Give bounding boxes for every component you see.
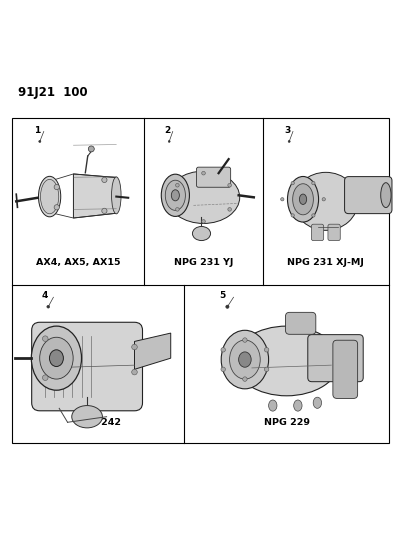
Circle shape — [221, 367, 225, 372]
Ellipse shape — [40, 337, 73, 379]
Polygon shape — [134, 333, 171, 369]
Circle shape — [291, 181, 294, 185]
Text: AX4, AX5, AX15: AX4, AX5, AX15 — [36, 259, 120, 268]
Text: NPG 229: NPG 229 — [264, 418, 310, 427]
Ellipse shape — [229, 340, 260, 379]
Circle shape — [39, 140, 41, 142]
Circle shape — [54, 205, 59, 210]
Ellipse shape — [165, 180, 185, 211]
Ellipse shape — [288, 176, 318, 222]
Ellipse shape — [313, 397, 322, 408]
Circle shape — [264, 348, 269, 352]
Text: 4: 4 — [41, 292, 48, 301]
Ellipse shape — [111, 177, 121, 214]
Text: 3: 3 — [284, 126, 290, 135]
Circle shape — [132, 344, 137, 350]
FancyBboxPatch shape — [312, 224, 324, 240]
Circle shape — [88, 146, 94, 152]
Text: 5: 5 — [219, 292, 225, 301]
Circle shape — [43, 336, 48, 342]
Ellipse shape — [41, 180, 59, 214]
FancyBboxPatch shape — [328, 224, 340, 240]
Circle shape — [168, 141, 170, 142]
Ellipse shape — [300, 194, 307, 205]
FancyBboxPatch shape — [333, 340, 358, 399]
Circle shape — [102, 208, 107, 214]
Ellipse shape — [221, 330, 269, 389]
Polygon shape — [73, 174, 116, 218]
Circle shape — [221, 348, 225, 352]
Circle shape — [226, 305, 229, 309]
Circle shape — [281, 198, 284, 201]
Ellipse shape — [49, 350, 63, 367]
Circle shape — [288, 140, 290, 142]
Ellipse shape — [38, 176, 61, 217]
Circle shape — [322, 198, 325, 201]
Text: 2: 2 — [164, 126, 171, 135]
FancyBboxPatch shape — [344, 176, 392, 214]
FancyBboxPatch shape — [308, 335, 363, 382]
Bar — [12, 118, 389, 443]
Circle shape — [202, 220, 205, 223]
FancyBboxPatch shape — [196, 167, 231, 187]
Ellipse shape — [171, 190, 179, 201]
Ellipse shape — [294, 172, 358, 230]
Ellipse shape — [269, 400, 277, 411]
Circle shape — [132, 369, 137, 375]
Circle shape — [102, 177, 107, 182]
Circle shape — [243, 338, 247, 342]
Ellipse shape — [239, 352, 251, 367]
Circle shape — [228, 207, 231, 211]
Ellipse shape — [72, 406, 102, 428]
Ellipse shape — [293, 184, 314, 215]
Ellipse shape — [381, 183, 391, 207]
Ellipse shape — [167, 171, 240, 223]
Circle shape — [202, 172, 205, 175]
Circle shape — [264, 367, 269, 372]
Circle shape — [312, 214, 315, 217]
Circle shape — [47, 305, 50, 308]
FancyBboxPatch shape — [32, 322, 142, 411]
Circle shape — [54, 184, 59, 190]
Ellipse shape — [31, 326, 81, 390]
Circle shape — [291, 214, 294, 217]
Circle shape — [228, 183, 231, 187]
Text: NPG 242: NPG 242 — [75, 418, 121, 427]
Text: NPG 231 XJ-MJ: NPG 231 XJ-MJ — [288, 259, 364, 268]
Circle shape — [176, 183, 179, 187]
FancyBboxPatch shape — [286, 312, 316, 334]
Ellipse shape — [234, 326, 340, 396]
Circle shape — [43, 375, 48, 381]
Ellipse shape — [294, 400, 302, 411]
Text: NPG 231 YJ: NPG 231 YJ — [174, 259, 233, 268]
Circle shape — [176, 207, 179, 211]
Text: 1: 1 — [34, 126, 41, 135]
Ellipse shape — [192, 227, 211, 240]
Text: 91J21  100: 91J21 100 — [18, 86, 88, 99]
Circle shape — [312, 181, 315, 185]
Ellipse shape — [161, 174, 189, 216]
Circle shape — [243, 377, 247, 381]
